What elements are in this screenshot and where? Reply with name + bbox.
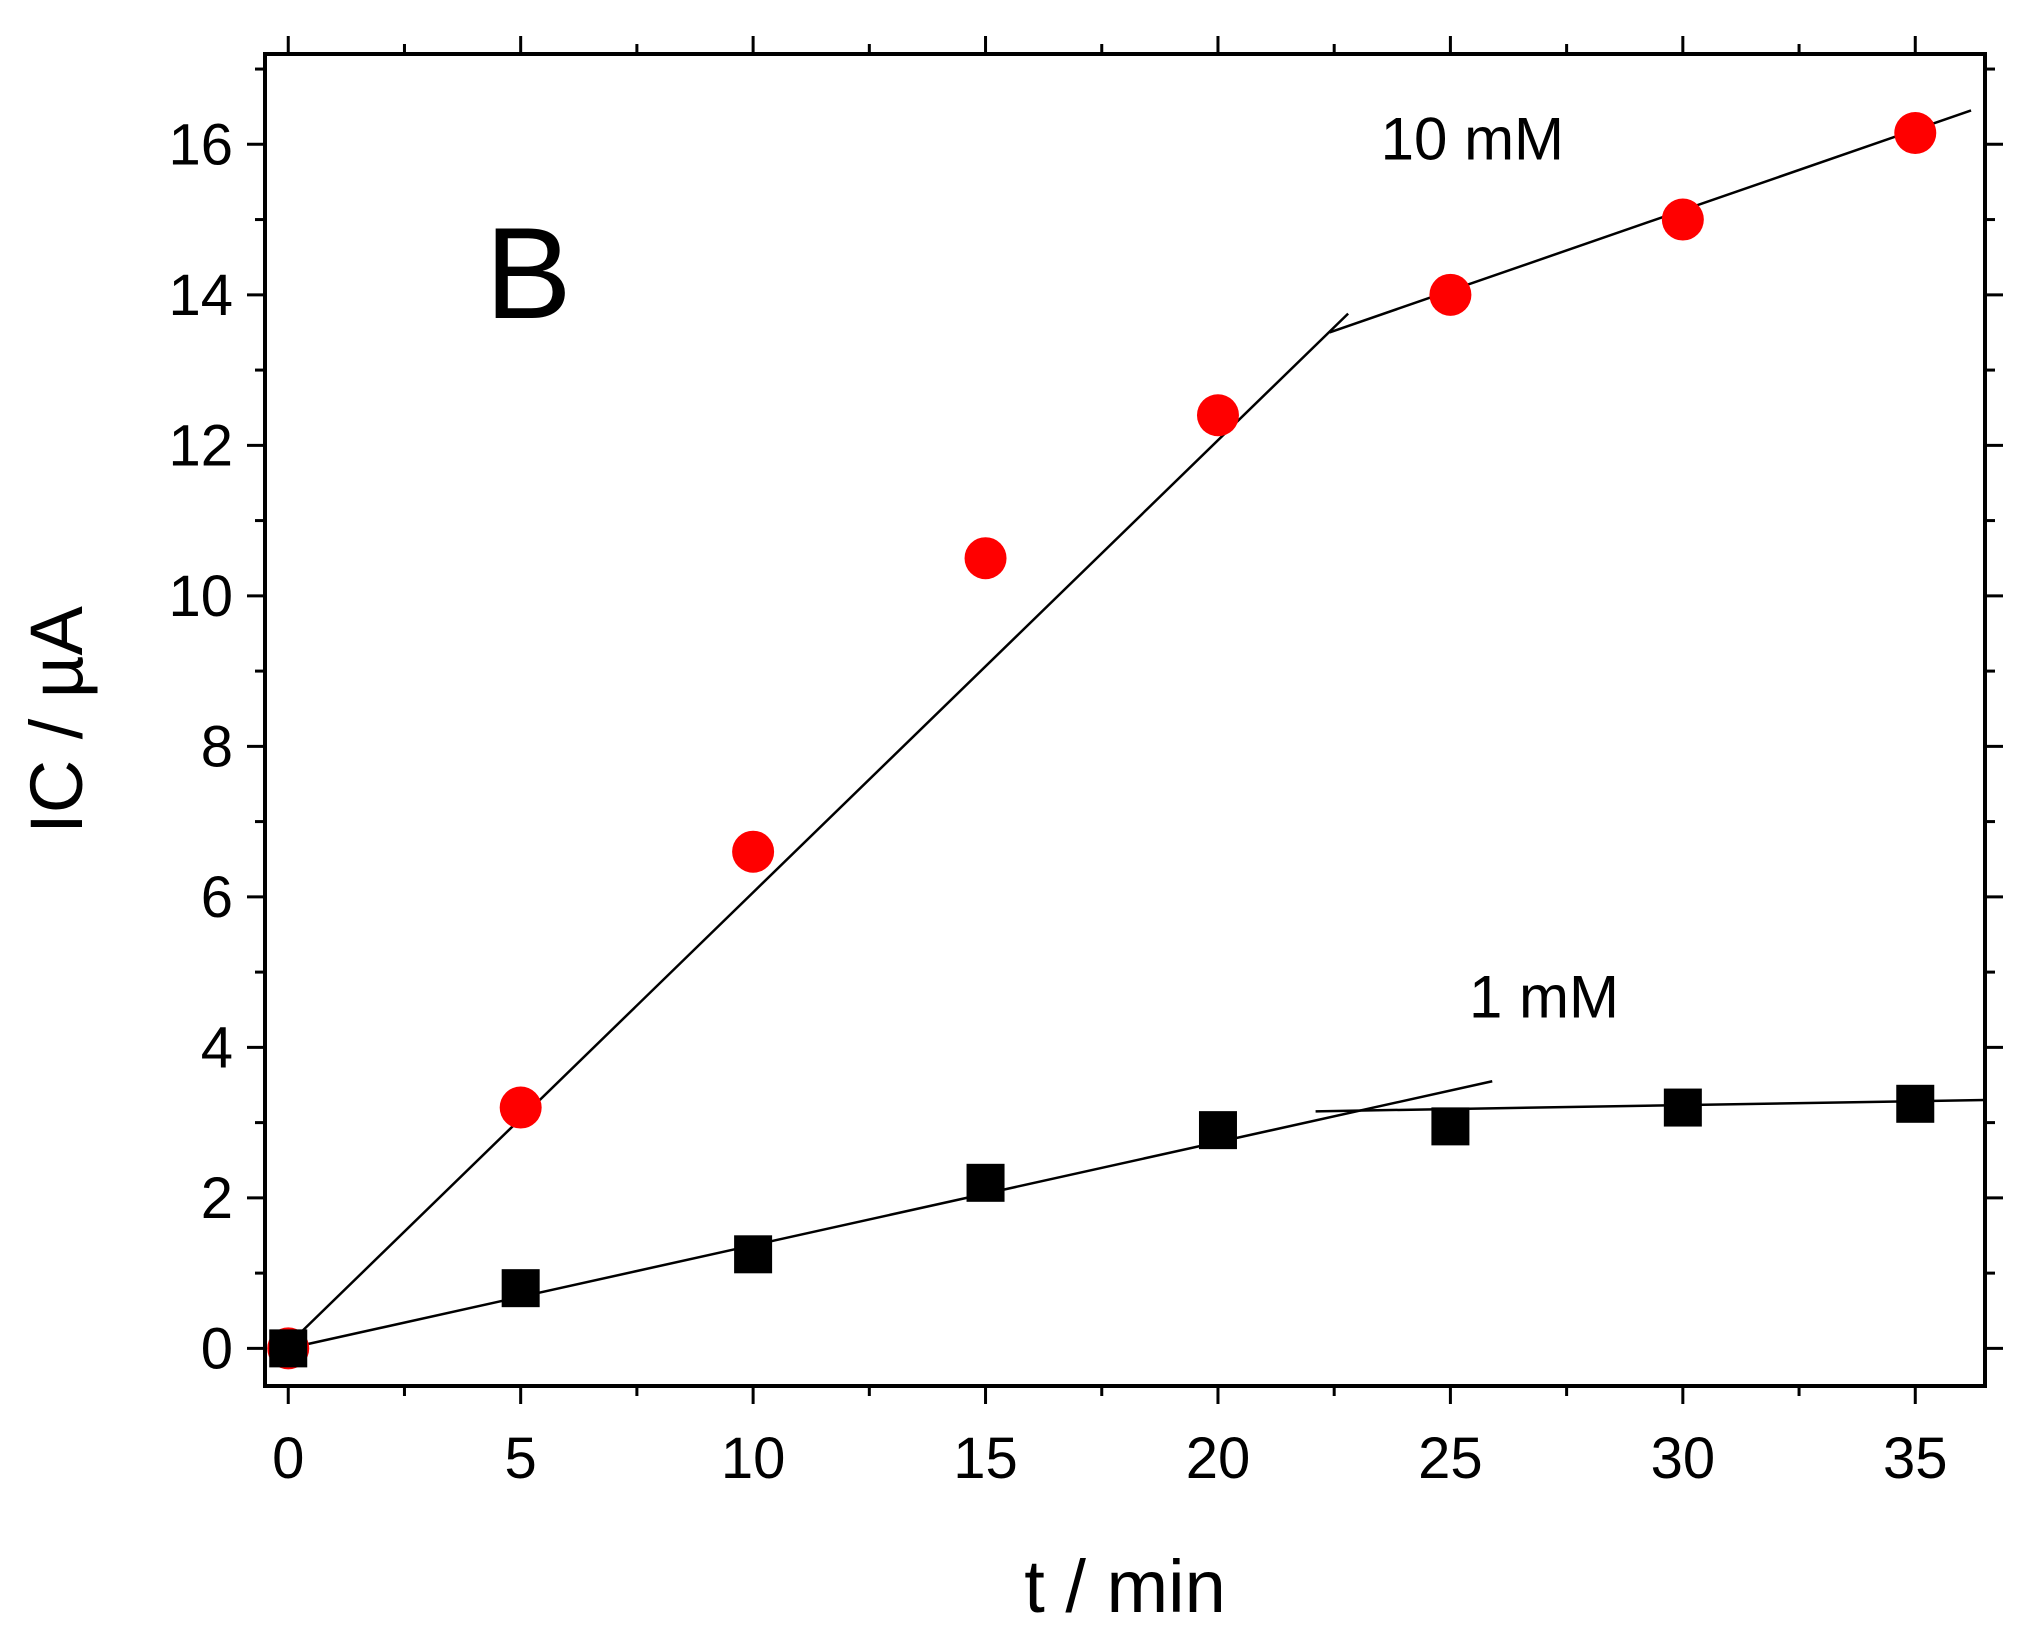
x-axis-label: t / min <box>1024 1545 1225 1628</box>
y-tick-label: 2 <box>201 1166 233 1231</box>
y-tick-label: 14 <box>168 263 233 328</box>
data-point-1mm <box>966 1163 1005 1202</box>
fit-line-1mm <box>287 1080 1493 1350</box>
data-point-1mm <box>501 1269 540 1308</box>
data-point-10mm <box>964 537 1007 580</box>
y-axis-label: IC / µA <box>15 606 98 834</box>
y-tick-label: 12 <box>168 413 233 478</box>
series-label-1mm: 1 mM <box>1469 963 1619 1030</box>
data-point-1mm <box>1198 1111 1237 1150</box>
panel-label: B <box>485 200 572 346</box>
x-tick-label: 35 <box>1883 1426 1948 1491</box>
axis-ticks <box>247 36 2003 1404</box>
fit-line-1mm <box>1315 1098 1986 1113</box>
y-tick-label: 0 <box>201 1316 233 1381</box>
data-point-1mm <box>269 1329 308 1368</box>
x-tick-label: 5 <box>505 1426 537 1491</box>
data-point-1mm <box>1663 1088 1702 1127</box>
data-point-10mm <box>1196 394 1239 437</box>
data-markers <box>267 112 1937 1370</box>
x-tick-label: 20 <box>1186 1426 1251 1491</box>
data-point-10mm <box>732 830 775 873</box>
y-tick-label: 6 <box>201 865 233 930</box>
x-tick-label: 25 <box>1418 1426 1483 1491</box>
plot-frame <box>263 52 1987 1388</box>
data-point-1mm <box>1431 1107 1470 1146</box>
fit-line-10mm <box>287 312 1350 1346</box>
x-tick-label: 10 <box>721 1426 786 1491</box>
data-point-10mm <box>1894 112 1937 155</box>
y-tick-label: 8 <box>201 714 233 779</box>
data-point-10mm <box>1429 273 1472 316</box>
x-tick-label: 0 <box>272 1426 304 1491</box>
x-tick-label: 15 <box>953 1426 1018 1491</box>
y-tick-label: 10 <box>168 564 233 629</box>
data-point-1mm <box>1896 1084 1935 1123</box>
x-tick-label: 30 <box>1651 1426 1716 1491</box>
data-point-1mm <box>734 1235 773 1274</box>
series-label-10mm: 10 mM <box>1381 105 1564 172</box>
data-point-10mm <box>499 1086 542 1129</box>
y-tick-label: 4 <box>201 1015 233 1080</box>
tick-labels: 0 5 10 15 20 25 30 35 0 2 4 6 8 10 12 14 16 <box>168 112 1947 1491</box>
data-point-10mm <box>1661 198 1704 241</box>
y-tick-label: 16 <box>168 112 233 177</box>
